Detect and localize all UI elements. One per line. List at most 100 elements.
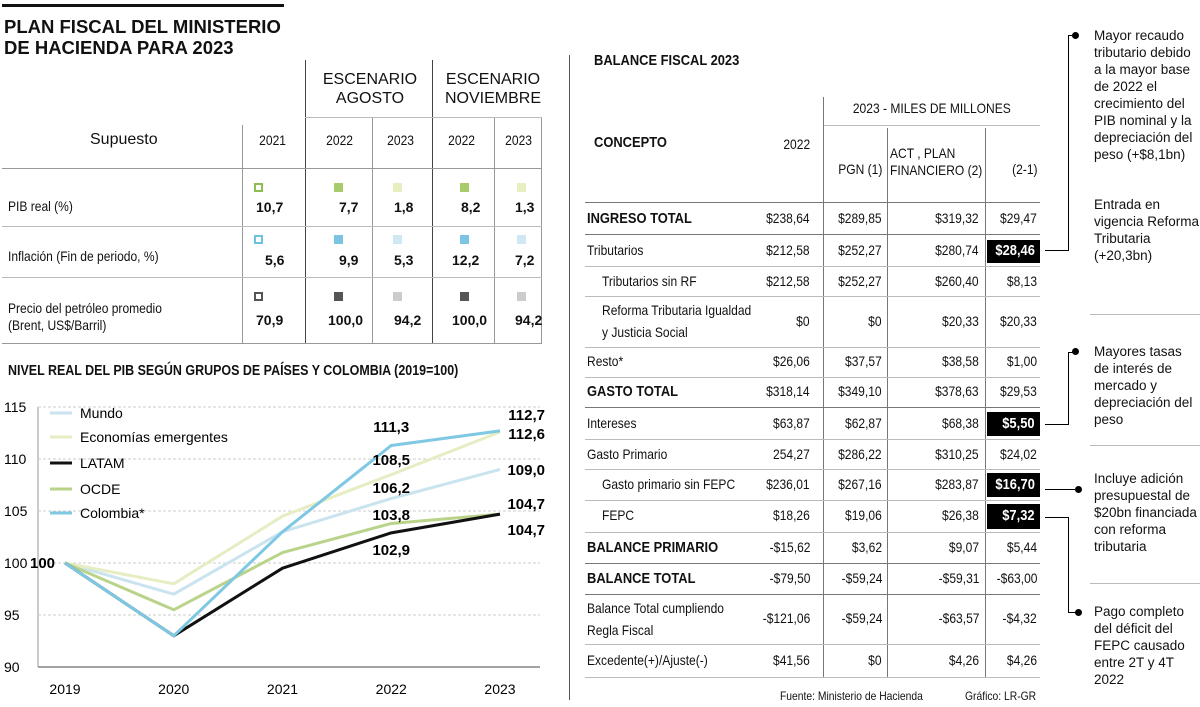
table-rule [2,226,542,227]
balance-row-label: FEPC [602,507,635,523]
y-tick-label: 105 [4,503,28,519]
balance-row-label: Excedente(+)/Ajuste(-) [587,651,708,668]
col-divider [494,118,495,343]
balance-row-label: GASTO TOTAL [587,383,679,400]
data-label: 100 [30,555,55,572]
table-rule [585,296,1040,297]
balance-cell-diff: $16,70 [995,475,1035,493]
year-header: 2023 [505,132,533,148]
annotation-bracket-top [1068,35,1069,250]
balance-cell-2022: $212,58 [766,242,810,258]
balance-cell-2022: -$79,50 [769,569,810,586]
balance-cell-pgn: $252,27 [838,242,882,258]
data-label: 112,7 [508,407,545,424]
supuesto-header: Supuesto [90,131,158,148]
value-cell: 100,0 [328,312,364,328]
col-divider [541,118,542,343]
table-rule [585,594,1040,595]
balance-cell-act: -$59,31 [938,569,979,586]
highlight-box [987,504,1040,529]
balance-cell-pgn: $349,10 [838,383,882,399]
balance-cell-act: $68,38 [942,414,979,431]
balance-cell-act: $319,32 [935,210,979,226]
header-pgn: PGN (1) [837,161,882,177]
annotation-connector [1045,424,1069,425]
year-header: 2022 [448,132,476,148]
legend-label: Economías emergentes [80,429,228,445]
annotation-connector [1068,352,1074,353]
legend-square [334,183,343,192]
annotation-fepc: Pago completo del déficit del FEPC causa… [1094,604,1185,687]
y-tick-label: 90 [4,659,20,675]
highlight-box [987,240,1040,263]
data-label: 102,9 [372,542,410,559]
col-divider [372,118,373,343]
balance-cell-2022: $318,14 [766,383,810,399]
chart-title: NIVEL REAL DEL PIB SEGÚN GRUPOS DE PAÍSE… [8,363,459,379]
scenario-august-header: ESCENARIO AGOSTO [322,71,418,107]
legend-label: LATAM [80,455,125,471]
value-cell: 12,2 [452,252,480,268]
source-note: Fuente: Ministerio de Hacienda [780,689,923,703]
title-rule [2,4,284,7]
table-rule [585,202,1040,203]
row-label-pib: PIB real (%) [8,198,73,214]
balance-cell-act: -$63,57 [938,610,979,626]
annotation-connector [1045,250,1069,251]
balance-cell-pgn: $62,87 [845,414,882,431]
annotation-divider [1090,583,1200,584]
table-rule [585,644,1040,645]
annotation-divider [1090,314,1200,315]
panel-divider [569,55,570,700]
y-tick-label: 110 [4,451,27,467]
x-tick-label: 2019 [49,681,80,697]
row-label-petroleo: Precio del petróleo promedio (Brent, US$… [8,300,162,333]
balance-cell-pgn: -$59,24 [841,610,882,626]
balance-title: BALANCE FISCAL 2023 [594,52,740,69]
header-concepto: CONCEPTO [594,134,667,151]
balance-cell-2022: $18,26 [773,507,810,523]
credit-note: Gráfico: LR-GR [965,689,1037,703]
table-rule [2,168,542,169]
table-rule [585,347,1040,348]
main-title: PLAN FISCAL DEL MINISTERIO DE HACIENDA P… [4,16,281,58]
balance-cell-diff: $5,50 [1002,414,1035,432]
balance-cell-pgn: $0 [868,312,882,329]
table-rule [585,563,1040,564]
highlight-box [987,473,1040,497]
legend-square [393,183,402,192]
annotation-connector [1045,489,1075,490]
annotation-dot [1072,32,1079,39]
highlight-box [987,412,1040,436]
annotation-connector [1045,517,1069,518]
value-cell: 8,2 [461,199,481,215]
balance-cell-diff: $8,13 [1006,272,1037,289]
gdp-line-chart: 90 95 100 105 110 115 2019 2020 2021 2022 2023 100… [4,399,545,697]
balance-row-label: Balance Total cumpliendo Regla Fiscal [587,600,724,638]
table-rule [585,677,1040,678]
x-tick-label: 2020 [158,681,189,697]
x-tick-label: 2022 [376,681,407,697]
legend-square [254,183,263,192]
scenario-november-header: ESCENARIO NOVIEMBRE [444,71,541,107]
data-label: 106,2 [372,480,410,497]
annotation-dot [1075,609,1082,616]
legend-square [254,235,263,244]
annotation-adicion: Incluye adición presupuestal de $20bn fi… [1094,471,1197,554]
data-label: 109,0 [507,462,545,479]
legend-square [460,292,469,301]
annotation-dot [1072,348,1079,355]
legend-square [460,235,469,244]
table-rule [585,377,1040,378]
legend-label: Mundo [80,405,123,421]
header-2022: 2022 [783,136,810,152]
table-rule [585,469,1040,470]
balance-row-label: Tributarios [587,242,644,258]
value-cell: 94,2 [515,312,543,328]
annotation-bracket [1068,517,1069,613]
table-rule [2,343,542,344]
series-line-colombia- [64,429,501,638]
series-line-econom-as-emergentes [64,430,501,586]
balance-cell-pgn: $286,22 [838,445,882,462]
data-label: 103,8 [372,507,410,524]
